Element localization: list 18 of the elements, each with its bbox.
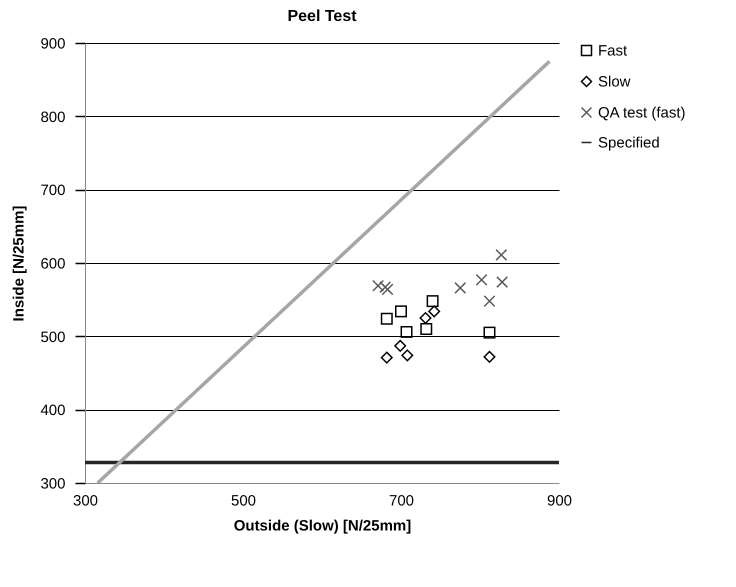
y-axis-title: Inside [N/25mm] bbox=[10, 206, 28, 322]
x-axis-title: Outside (Slow) [N/25mm] bbox=[234, 518, 412, 534]
x-tick-label: 700 bbox=[388, 492, 414, 510]
legend-label: Slow bbox=[598, 74, 631, 90]
chart-title: Peel Test bbox=[287, 8, 358, 25]
y-tick-label: 900 bbox=[40, 36, 66, 52]
x-tick-label: 900 bbox=[546, 492, 572, 510]
legend-label: Fast bbox=[598, 42, 628, 60]
y-tick-label: 800 bbox=[40, 108, 66, 126]
y-tick-label: 300 bbox=[40, 476, 66, 492]
x-tick-label: 500 bbox=[230, 492, 256, 510]
y-tick-label: 700 bbox=[40, 182, 66, 200]
legend-label: Specified bbox=[598, 134, 660, 152]
y-tick-label: 500 bbox=[40, 328, 66, 346]
legend-label: QA test (fast) bbox=[598, 104, 686, 122]
y-tick-label: 600 bbox=[40, 256, 66, 272]
x-tick-label: 300 bbox=[72, 492, 98, 510]
y-tick-label: 400 bbox=[40, 402, 66, 420]
